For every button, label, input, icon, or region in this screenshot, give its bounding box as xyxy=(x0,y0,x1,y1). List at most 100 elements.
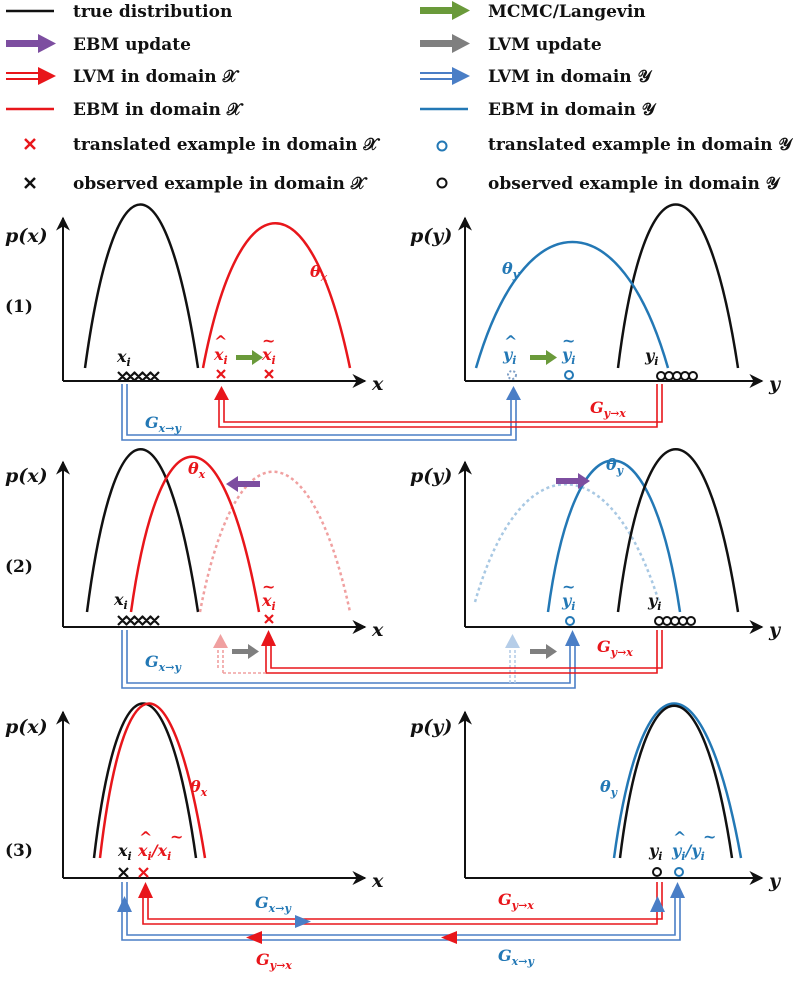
row1-yhat-label: yi xyxy=(502,345,516,367)
row3-y-label: y xyxy=(768,870,782,892)
legend-translated-y-label: translated example in domain 𝒴 xyxy=(488,135,793,155)
row3-xhat-xtilde-label: xi/xi xyxy=(137,841,171,863)
row-3: (3) p(x) x θx xi xi/xi ^ ~ p(y) y θy yi … xyxy=(5,702,782,972)
row1-xi-label: xi xyxy=(116,347,131,369)
row2-gyx-path xyxy=(265,630,663,674)
row2-lvm-update-arrow-y-icon xyxy=(530,644,557,659)
row1-observed-y-circles xyxy=(656,371,698,381)
legend-observed-y-label: observed example in domain 𝒴 xyxy=(488,174,781,194)
row2-ebm-update-arrow-x-icon xyxy=(226,476,260,492)
row3-cycle-paths xyxy=(121,882,681,941)
row2-true-dist-x xyxy=(85,448,200,613)
row1-gyx-arrowhead xyxy=(214,386,229,400)
row3-observed-x-cross xyxy=(118,867,129,878)
row3-ebm-y-curve xyxy=(612,702,743,859)
row1-true-dist-y xyxy=(616,203,740,369)
row3-true-dist-y xyxy=(618,704,734,859)
row3-gxy-top-label: Gx→y xyxy=(255,893,292,915)
row2-xtilde-accent: ~ xyxy=(262,577,275,596)
row1-yi-label: yi xyxy=(644,346,658,368)
row-3-label: (3) xyxy=(5,841,33,861)
row1-gyx-label: Gy→x xyxy=(590,398,626,420)
row3-gyx-bottom-label: Gy→x xyxy=(256,950,292,972)
row2-ebm-x-old-curve xyxy=(198,470,352,613)
row2-y-label: y xyxy=(768,619,782,641)
row2-px-label: p(x) xyxy=(5,465,48,487)
legend-true-label: true distribution xyxy=(73,2,232,22)
row3-yi-label: yi xyxy=(648,841,662,863)
row3-px-label: p(x) xyxy=(5,716,48,738)
row1-translated-x-cross-1 xyxy=(216,369,226,379)
legend-red-cross-icon xyxy=(24,138,36,150)
row2-ebm-y-old-curve xyxy=(473,483,661,603)
row1-ytilde-circle xyxy=(564,370,574,380)
row2-xtilde-label: xi xyxy=(261,591,276,613)
row1-x-label: x xyxy=(371,373,384,395)
row2-gyx-old-path xyxy=(217,646,266,674)
row2-lvm-update-arrow-x-icon xyxy=(232,644,259,659)
row2-ytilde-accent: ~ xyxy=(562,577,575,596)
row2-true-dist-y xyxy=(616,448,740,613)
row3-x-label: x xyxy=(371,870,384,892)
row1-theta-y: θy xyxy=(502,259,521,281)
legend-observed-x-label: observed example in domain 𝒳 xyxy=(73,174,368,194)
row2-gyx-arrowhead xyxy=(261,630,276,646)
legend-lvm-update-arrow-icon xyxy=(420,34,470,53)
row1-mcmc-arrow-y-icon xyxy=(530,350,557,365)
row2-gyx-old-arrowhead xyxy=(213,634,228,648)
row3-blue-right-arrowhead xyxy=(295,915,311,928)
legend-black-circle-icon xyxy=(436,177,448,189)
row1-px-label: p(x) xyxy=(5,225,48,247)
row2-gxy-path xyxy=(121,630,576,689)
row2-ytilde-circle xyxy=(565,616,575,626)
row3-translated-x-cross xyxy=(138,867,149,878)
row-1-label: (1) xyxy=(5,297,33,317)
row1-tilde-accent: ~ xyxy=(262,331,275,350)
row-2-label: (2) xyxy=(5,557,33,577)
row3-red-up-arrowhead xyxy=(138,882,153,898)
legend-black-cross-icon xyxy=(24,177,36,189)
row3-yhat-accent: ^ xyxy=(673,828,686,847)
row-1: (1) p(x) x θx xi xi ^ xi ~ p(y) y θy yi xyxy=(5,203,782,441)
row3-red-left-arrowhead-1 xyxy=(246,931,262,944)
legend-ebm-update-label: EBM update xyxy=(73,35,191,55)
row2-gxy-old-path xyxy=(509,646,516,683)
row2-gxy-old-arrowhead xyxy=(505,634,520,648)
row1-ebm-y-curve xyxy=(474,240,670,369)
row1-ebm-x-curve xyxy=(201,222,352,369)
row1-gyx-path xyxy=(218,384,663,428)
legend-lvm-y-arrow-icon xyxy=(420,67,470,85)
legend-lvm-update-label: LVM update xyxy=(488,35,602,55)
row2-xi-label: xi xyxy=(113,590,128,612)
legend-lvm-x-arrow-icon xyxy=(6,67,56,85)
row2-gxy-label: Gx→y xyxy=(145,652,182,674)
legend-translated-x-label: translated example in domain 𝒳 xyxy=(73,135,380,155)
row3-theta-y: θy xyxy=(600,777,619,799)
row2-translated-x-cross xyxy=(264,614,274,624)
row1-observed-x-crosses xyxy=(117,371,160,382)
row1-translated-x-cross-2 xyxy=(264,369,274,379)
row2-ebm-x-curve xyxy=(129,455,261,613)
row1-true-dist-x xyxy=(83,203,200,369)
row2-observed-x-crosses xyxy=(117,615,160,626)
row2-observed-y-circles xyxy=(654,616,696,626)
row3-xi-label: xi xyxy=(117,841,132,863)
legend-ebm-update-arrow-icon xyxy=(6,34,56,53)
legend-mcmc-arrow-icon xyxy=(420,1,470,20)
row3-py-label: p(y) xyxy=(410,716,452,738)
row2-ebm-update-arrow-y-icon xyxy=(556,473,590,489)
row1-mcmc-arrow-x-icon xyxy=(236,350,263,365)
row1-yhat-circle xyxy=(507,370,517,380)
row1-xhat-label: xi xyxy=(213,345,228,367)
row1-gxy-arrowhead xyxy=(506,386,521,400)
row1-gxy-label: Gx→y xyxy=(145,413,182,435)
legend-ebm-y-label: EBM in domain 𝒴 xyxy=(488,100,657,120)
row-2: (2) p(x) x θx xi xi ~ p(y) y θy yi yi ~ xyxy=(5,448,782,689)
row2-gyx-label: Gy→x xyxy=(597,637,633,659)
row2-theta-x: θx xyxy=(188,459,206,481)
row2-py-label: p(y) xyxy=(410,465,452,487)
legend-blue-circle-icon xyxy=(436,140,448,152)
row1-hat-accent: ^ xyxy=(214,332,227,351)
row3-ytilde-accent: ~ xyxy=(703,827,716,846)
